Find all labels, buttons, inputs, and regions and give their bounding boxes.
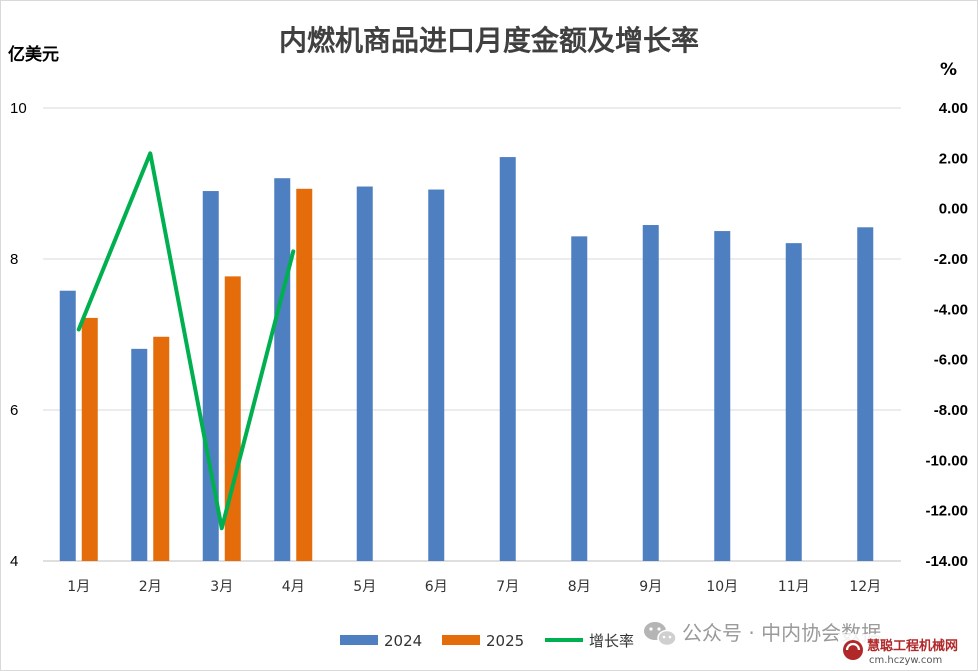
x-category-label: 10月 <box>706 579 738 595</box>
bar-2024 <box>642 225 659 561</box>
y-right-ticks: 4.00 2.00 0.00 -2.00 -4.00 -6.00 -8.00 -10.00 -1… <box>925 100 968 570</box>
x-category-label: 5月 <box>353 579 376 595</box>
watermark: 公众号 · 中内协会数据 <box>644 621 881 647</box>
bar-2024 <box>571 236 588 561</box>
y-left-unit-label: 亿美元 <box>8 44 59 65</box>
x-category-label: 4月 <box>282 579 305 595</box>
y-right-unit-label: % <box>940 60 957 80</box>
bar-series <box>59 157 874 562</box>
gridlines <box>43 107 901 562</box>
y-left-ticks: 4 6 8 10 <box>10 100 27 570</box>
wechat-icon <box>644 622 677 647</box>
bar-2025 <box>224 276 241 561</box>
legend: 2024 2025 增长率 <box>340 632 634 650</box>
growth-rate-line <box>76 151 296 531</box>
y-right-tick-label: -10.00 <box>925 452 968 469</box>
x-category-label: 6月 <box>425 579 448 595</box>
bar-2024 <box>857 227 874 562</box>
brand-url: cm.hczyw.com <box>869 655 942 666</box>
y-left-tick-label: 4 <box>10 553 18 570</box>
legend-label: 2024 <box>384 632 422 650</box>
x-category-label: 3月 <box>210 579 233 595</box>
bar-2025 <box>153 336 170 561</box>
y-left-tick-label: 6 <box>10 402 18 419</box>
y-right-tick-label: -12.00 <box>925 503 968 520</box>
y-right-tick-label: 2.00 <box>939 150 968 167</box>
x-category-label: 1月 <box>67 579 90 595</box>
bar-2024 <box>59 290 76 561</box>
y-right-tick-label: -6.00 <box>934 352 968 369</box>
y-right-tick-label: -8.00 <box>934 402 968 419</box>
brand-name: 慧聪工程机械网 <box>867 638 958 654</box>
bar-2024 <box>428 189 445 562</box>
y-right-tick-label: 0.00 <box>939 201 968 218</box>
x-category-label: 12月 <box>849 579 881 595</box>
bar-2024 <box>131 348 148 561</box>
x-category-label: 11月 <box>778 579 810 595</box>
y-left-tick-label: 10 <box>10 100 27 117</box>
x-category-label: 8月 <box>568 579 591 595</box>
x-category-label: 9月 <box>639 579 662 595</box>
chart-title: 内燃机商品进口月度金额及增长率 <box>279 24 699 57</box>
legend-swatch-2024 <box>340 635 378 645</box>
bar-2025 <box>81 317 98 561</box>
x-axis-categories: 1月 2月 3月 4月 5月 6月 7月 8月 9月 10月 11月 12月 <box>67 579 881 595</box>
bar-2024 <box>274 178 291 561</box>
y-right-tick-label: -2.00 <box>934 251 968 268</box>
bar-2024 <box>202 191 219 562</box>
y-right-tick-label: 4.00 <box>939 100 968 117</box>
y-left-tick-label: 8 <box>10 251 18 268</box>
legend-label: 增长率 <box>589 632 634 650</box>
brand-logo: 慧聪工程机械网 cm.hczyw.com <box>838 634 973 668</box>
y-right-tick-label: -14.00 <box>925 553 968 570</box>
bar-2024 <box>356 186 373 561</box>
bar-2024 <box>785 243 802 561</box>
growth-line-series <box>76 151 296 531</box>
y-right-tick-label: -4.00 <box>934 301 968 318</box>
x-category-label: 2月 <box>139 579 162 595</box>
bar-2025 <box>296 188 313 561</box>
legend-label: 2025 <box>486 632 524 650</box>
legend-swatch-2025 <box>442 635 480 645</box>
bar-2024 <box>714 231 731 561</box>
bar-2024 <box>499 157 516 561</box>
x-category-label: 7月 <box>496 579 519 595</box>
